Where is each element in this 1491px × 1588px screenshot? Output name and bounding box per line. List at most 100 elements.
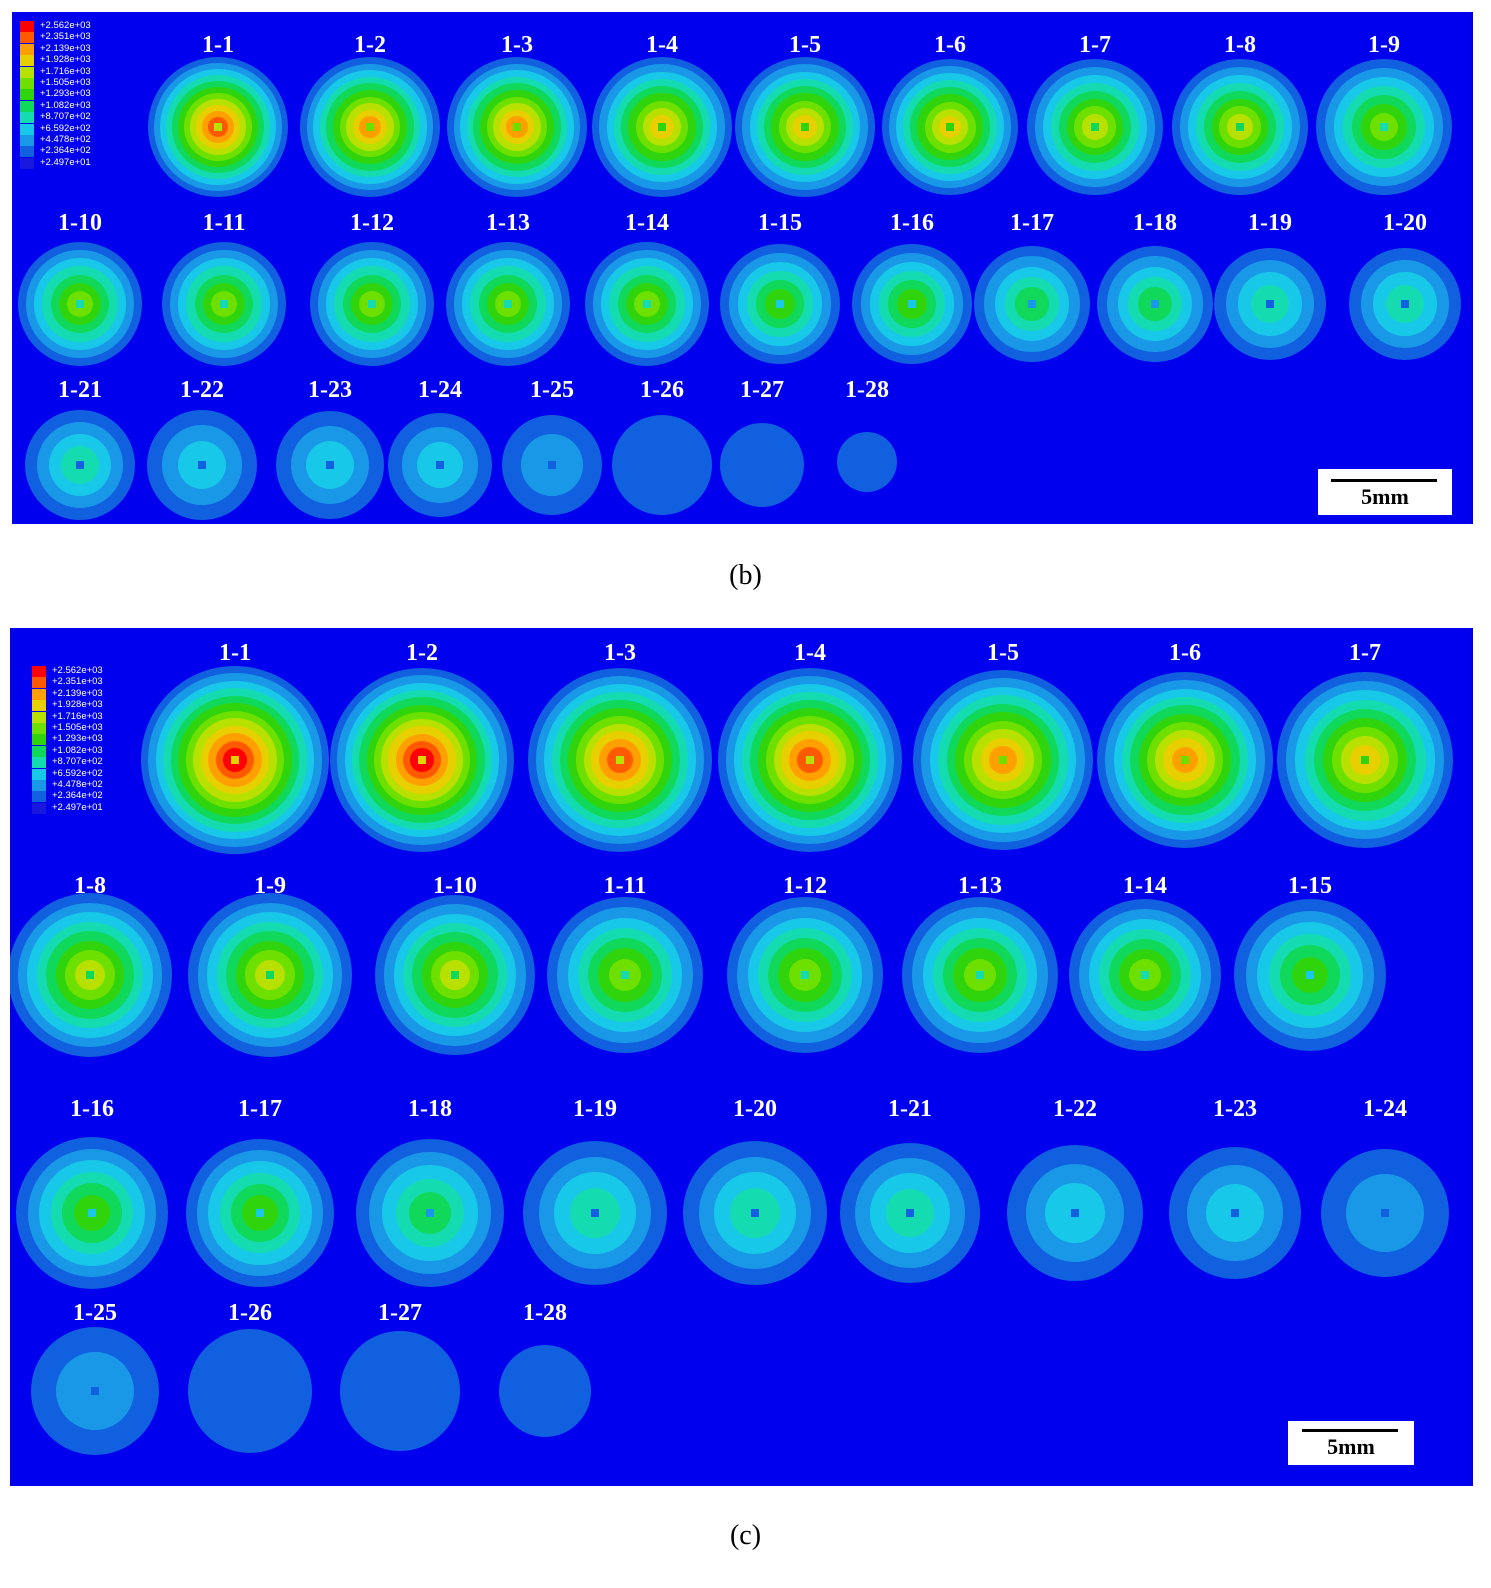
spot-label: 1-25 <box>530 377 574 403</box>
legend-swatch <box>32 745 46 757</box>
spot-label: 1-4 <box>794 640 826 666</box>
legend-value: +4.478e+02 <box>40 134 91 145</box>
spot-label: 1-6 <box>934 32 966 58</box>
contour-center-mark <box>806 756 814 764</box>
contour-center-mark <box>863 458 871 466</box>
spot-label: 1-4 <box>646 32 678 58</box>
contour-center-mark <box>1151 300 1159 308</box>
spot-label: 1-28 <box>523 1300 567 1326</box>
spot-label: 1-6 <box>1169 640 1201 666</box>
contour-center-mark <box>616 756 624 764</box>
contour-center-mark <box>541 1387 549 1395</box>
legend-swatch <box>32 780 46 791</box>
contour-center-mark <box>231 756 239 764</box>
spot-label: 1-8 <box>74 873 106 899</box>
spot-label: 1-1 <box>219 640 251 666</box>
contour-center-mark <box>591 1209 599 1217</box>
contour-center-mark <box>1231 1209 1239 1217</box>
spot-label: 1-3 <box>604 640 636 666</box>
legend-value: +1.293e+03 <box>40 88 91 100</box>
legend-swatch <box>20 32 34 44</box>
legend-value: +2.562e+03 <box>40 20 91 31</box>
spot-label: 1-14 <box>625 210 669 236</box>
spot-label: 1-28 <box>845 377 889 403</box>
contour-center-mark <box>999 756 1007 764</box>
legend-value: +4.478e+02 <box>52 779 103 790</box>
spot-label: 1-25 <box>73 1300 117 1326</box>
spot-label: 1-19 <box>1248 210 1292 236</box>
spot-label: 1-7 <box>1349 640 1381 666</box>
spot-label: 1-11 <box>202 210 246 236</box>
spot-label: 1-15 <box>1288 873 1332 899</box>
contour-center-mark <box>76 461 84 469</box>
panel-b-legend: +2.562e+03 +2.351e+03 +2.139e+03 +1.928e+03… <box>20 20 150 171</box>
legend-swatch <box>20 112 34 124</box>
spot-label: 1-13 <box>958 873 1002 899</box>
spot-label: 1-11 <box>603 873 647 899</box>
legend-swatch <box>20 100 34 112</box>
contour-center-mark <box>801 971 809 979</box>
panel-c-contour-plot: +2.562e+03 +2.351e+03 +2.139e+03 +1.928e+03… <box>10 628 1473 1486</box>
contour-center-mark <box>266 971 274 979</box>
contour-center-mark <box>906 1209 914 1217</box>
contour-center-mark <box>976 971 984 979</box>
contour-center-mark <box>76 300 84 308</box>
contour-center-mark <box>1380 123 1388 131</box>
legend-value: +1.716e+03 <box>40 65 91 77</box>
contour-center-mark <box>436 461 444 469</box>
legend-value: +2.351e+03 <box>40 31 91 43</box>
contour-center-mark <box>658 461 666 469</box>
legend-swatch <box>32 757 46 769</box>
contour-center-mark <box>513 123 521 131</box>
legend-swatch <box>32 688 46 700</box>
spot-label: 1-17 <box>1010 210 1054 236</box>
spot-label: 1-12 <box>783 873 827 899</box>
scale-bar-label: 5mm <box>1361 484 1409 509</box>
contour-center-mark <box>504 300 512 308</box>
spot-label: 1-17 <box>238 1096 282 1122</box>
contour-center-mark <box>256 1209 264 1217</box>
contour-center-mark <box>621 971 629 979</box>
contour-center-mark <box>1381 1209 1389 1217</box>
legend-value: +8.707e+02 <box>40 111 91 123</box>
legend-swatch <box>20 66 34 78</box>
contour-center-mark <box>658 123 666 131</box>
legend-value: +1.928e+03 <box>52 699 103 711</box>
contour-center-mark <box>1071 1209 1079 1217</box>
legend-swatch <box>20 135 34 146</box>
spot-label: 1-16 <box>890 210 934 236</box>
spot-label: 1-21 <box>888 1096 932 1122</box>
legend-swatch <box>20 157 34 169</box>
panel-b-contour-plot: +2.562e+03 +2.351e+03 +2.139e+03 +1.928e+03… <box>12 12 1473 524</box>
contour-center-mark <box>801 123 809 131</box>
contour-center-mark <box>1236 123 1244 131</box>
contour-center-mark <box>751 1209 759 1217</box>
spot-label: 1-23 <box>1213 1096 1257 1122</box>
legend-value: +1.928e+03 <box>40 54 91 66</box>
contour-center-mark <box>246 1387 254 1395</box>
legend-value: +1.716e+03 <box>52 710 103 722</box>
contour-center-mark <box>1028 300 1036 308</box>
legend-value: +2.364e+02 <box>40 145 91 157</box>
panel-c-scale-bar: 5mm <box>1288 1421 1414 1465</box>
legend-value: +2.497e+01 <box>40 156 91 168</box>
legend-value: +8.707e+02 <box>52 756 103 768</box>
legend-value: +1.082e+03 <box>52 744 103 756</box>
spot-label: 1-9 <box>254 873 286 899</box>
spot-label: 1-15 <box>758 210 802 236</box>
spot-label: 1-22 <box>1053 1096 1097 1122</box>
contour-center-mark <box>214 123 222 131</box>
legend-value: +2.497e+01 <box>52 801 103 813</box>
spot-label: 1-14 <box>1123 873 1167 899</box>
contour-center-mark <box>1141 971 1149 979</box>
legend-swatch <box>20 89 34 101</box>
spot-label: 1-18 <box>1133 210 1177 236</box>
legend-value: +2.139e+03 <box>52 687 103 699</box>
spot-label: 1-19 <box>573 1096 617 1122</box>
contour-center-mark <box>1266 300 1274 308</box>
contour-center-mark <box>908 300 916 308</box>
spot-label: 1-12 <box>350 210 394 236</box>
contour-center-mark <box>91 1387 99 1395</box>
contour-center-mark <box>776 300 784 308</box>
legend-swatch <box>32 802 46 814</box>
